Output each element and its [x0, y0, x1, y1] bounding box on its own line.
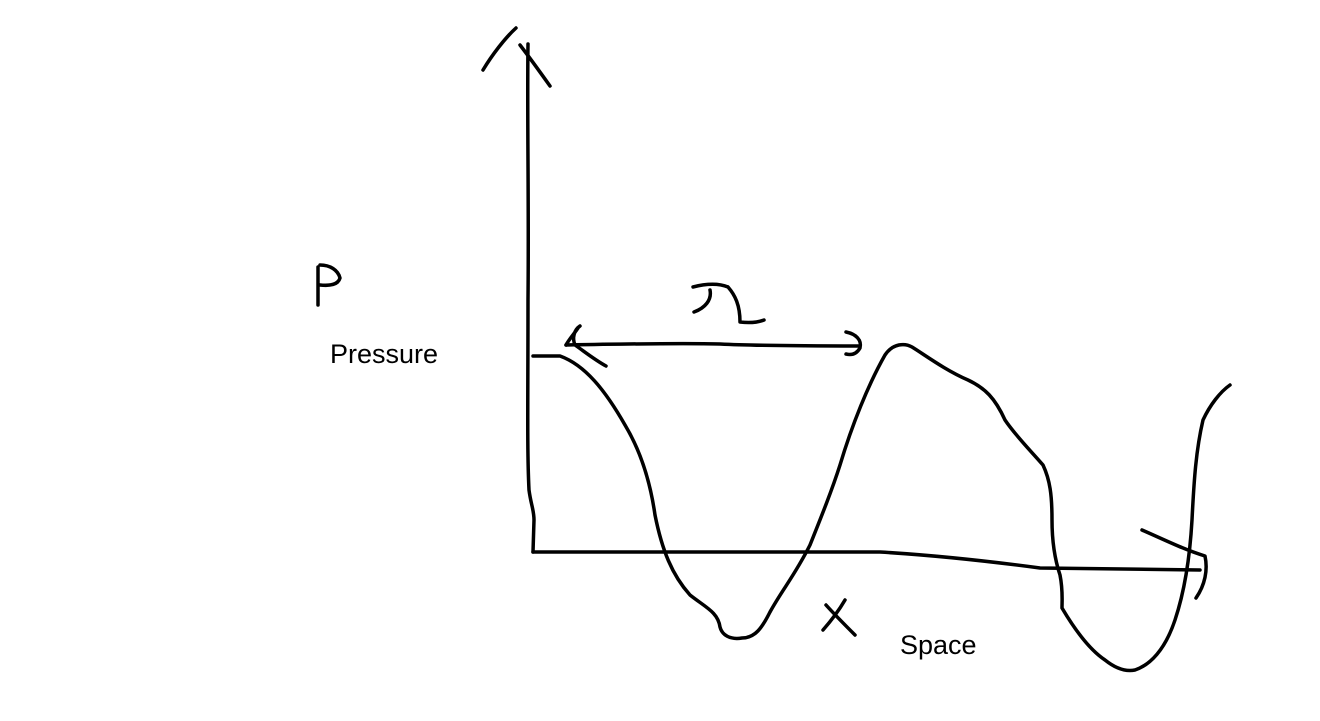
wavelength-right-arrowhead: [844, 330, 863, 357]
lambda-symbol: [691, 282, 766, 325]
x-symbol: [821, 598, 857, 637]
wavelength-arrow: [564, 324, 863, 368]
x-axis: [531, 528, 1208, 600]
y-axis-line: [525, 42, 536, 554]
y-axis: [481, 26, 552, 554]
wavelength-arrow-line: [564, 341, 860, 348]
pressure-label: Pressure: [330, 339, 439, 369]
y-axis-arrowhead: [481, 26, 552, 88]
space-label: Space: [900, 630, 977, 660]
pressure-wave-curve: [531, 342, 1232, 673]
wavelength-left-arrowhead: [564, 324, 608, 368]
x-axis-arrowhead: [1140, 528, 1208, 600]
p-symbol: [316, 263, 342, 307]
x-axis-line: [531, 550, 1202, 572]
